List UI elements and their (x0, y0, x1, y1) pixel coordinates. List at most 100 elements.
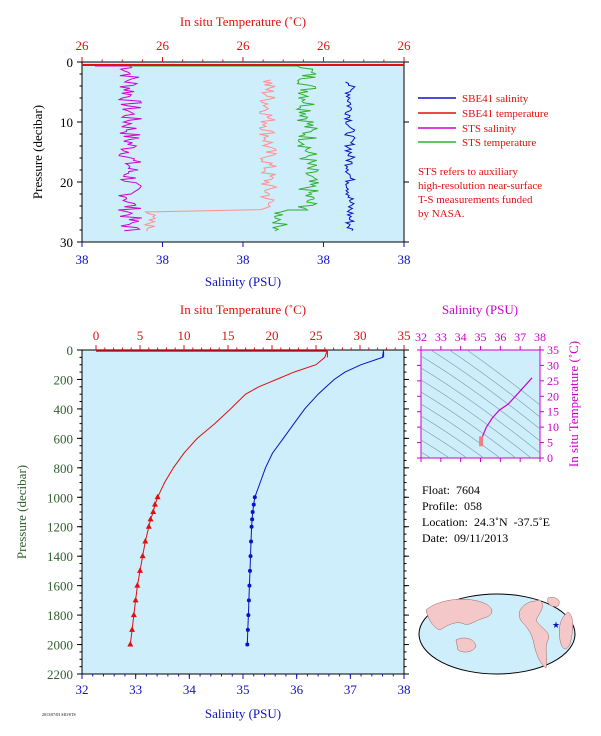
bottom-p-tick-label: 1000 (47, 490, 73, 505)
bottom-temp-tick-label: 30 (354, 328, 367, 343)
bottom-temp-axis: 0 5 10 15 20 25 30 35 (93, 328, 411, 350)
temperature-marker (145, 523, 152, 529)
ts-temp-tick-label: 30 (547, 358, 559, 372)
bottom-p-tick-label: 1400 (47, 549, 73, 564)
salinity-marker (247, 568, 252, 573)
bottom-temp-tick-label: 10 (178, 328, 191, 343)
salinity-marker (249, 539, 254, 544)
ts-temp-tick-label: 5 (547, 436, 553, 450)
bottom-sal-tick-label: 35 (237, 682, 250, 697)
legend-label-sbe-temperature: SBE41 temperature (462, 108, 549, 120)
bottom-sal-tick-label: 32 (76, 682, 89, 697)
legend-label-sts-temperature: STS temperature (462, 137, 536, 149)
salinity-marker (246, 598, 251, 603)
salinity-marker (250, 517, 255, 522)
temperature-marker (150, 508, 157, 514)
ts-sal-tick-label: 36 (494, 330, 506, 344)
temperature-marker (151, 501, 158, 507)
sts-note-line-2: high-resolution near-surface (418, 180, 542, 192)
ts-isopycnal (421, 427, 468, 458)
legend-label-sts-salinity: STS salinity (462, 123, 517, 135)
map-land-africa (559, 611, 573, 650)
ts-sal-tick-label: 32 (415, 330, 427, 344)
top-profile-lines (82, 64, 404, 232)
bottom-salinity-axis: 32 33 34 35 36 37 38 (76, 674, 411, 697)
bottom-sal-tick-label: 37 (344, 682, 358, 697)
profile-date: Date: 09/11/2013 (422, 531, 509, 545)
ts-isopycnal (421, 439, 450, 458)
temperature-marker (132, 596, 139, 603)
top-sal-tick-label: 38 (237, 252, 250, 267)
ts-sal-tick-label: 34 (455, 330, 467, 344)
float-number: Float: 7604 (422, 483, 481, 497)
bottom-pressure-axis: 0 200 400 600 800 1000 1200 1400 1600 1800 2000 220… (47, 343, 409, 682)
ts-temp-tick-label: 15 (547, 405, 559, 419)
bottom-temp-tick-label: 25 (310, 328, 323, 343)
ts-isopycnal (421, 403, 501, 458)
salinity-profile-line (246, 349, 385, 645)
top-plot-area (81, 61, 405, 243)
temperature-marker (134, 582, 141, 588)
salinity-marker (252, 495, 257, 500)
ts-isopycnal (421, 379, 532, 458)
bottom-p-tick-label: 0 (67, 343, 74, 358)
ts-isopycnal (421, 367, 540, 454)
world-map: ★ (418, 593, 576, 675)
map-land-greenland (547, 597, 560, 607)
float-location-star: ★ (552, 620, 560, 630)
sts-temperature-alt-line (143, 79, 279, 232)
top-temp-tick-label: 26 (398, 38, 412, 53)
salinity-marker (245, 627, 250, 632)
ts-sal-tick-label: 37 (514, 330, 526, 344)
top-temp-tick-label: 26 (156, 38, 170, 53)
bottom-sal-tick-label: 36 (290, 682, 304, 697)
map-land-australia (455, 637, 477, 653)
bottom-p-tick-label: 400 (54, 402, 74, 417)
map-land-americas (519, 599, 550, 669)
sbe-salinity-line (343, 81, 357, 232)
salinity-marker (247, 583, 252, 588)
bottom-temp-tick-label: 5 (137, 328, 144, 343)
bottom-sal-tick-label: 33 (129, 682, 142, 697)
bottom-temp-title: In situ Temperature (˚C) (180, 302, 306, 317)
bottom-p-tick-label: 1600 (47, 579, 73, 594)
ts-sal-tick-label: 35 (475, 330, 487, 344)
salinity-marker (249, 524, 254, 529)
profile-number: Profile: 058 (422, 499, 482, 513)
ts-profile-line (479, 377, 533, 446)
ts-isopycnal (448, 350, 540, 418)
bottom-sal-tick-label: 34 (183, 682, 197, 697)
temperature-marker (142, 537, 149, 544)
salinity-marker (251, 502, 256, 507)
top-temp-title: In situ Temperature (˚C) (180, 14, 306, 29)
top-p-tick-label: 20 (60, 175, 73, 190)
ts-sal-tick-label: 38 (534, 330, 546, 344)
top-temp-tick-label: 26 (237, 38, 251, 53)
float-location: Location: 24.3˚N -37.5˚E (422, 515, 550, 529)
top-chart: In situ Temperature (˚C) 26 26 26 26 26 38 38… (30, 14, 411, 289)
temperature-marker (139, 552, 146, 559)
ts-temp-tick-label: 25 (547, 374, 559, 388)
ts-isopycnal (421, 415, 485, 458)
ts-title: Salinity (PSU) (442, 302, 518, 317)
map-land-eurasia (425, 599, 493, 631)
ts-temp-tick-label: 35 (547, 343, 559, 357)
top-temp-tick-label: 26 (317, 38, 331, 53)
bottom-p-tick-label: 800 (54, 461, 74, 476)
top-sal-tick-label: 38 (76, 252, 89, 267)
top-sal-tick-label: 38 (317, 252, 330, 267)
top-pressure-label: Pressure (decibar) (30, 105, 45, 199)
bottom-temp-tick-label: 20 (266, 328, 279, 343)
temperature-marker (130, 611, 137, 618)
temperature-marker (129, 626, 136, 632)
top-pressure-axis: 0 10 20 30 (60, 55, 409, 250)
bottom-p-tick-label: 600 (54, 431, 74, 446)
sts-note-line-4: by NASA. (418, 208, 465, 220)
sts-salinity-line (95, 65, 143, 232)
ts-salinity-axis: 32 33 34 35 36 37 38 (415, 330, 546, 462)
ts-isopycnal (430, 350, 540, 430)
temperature-marker (127, 641, 134, 647)
